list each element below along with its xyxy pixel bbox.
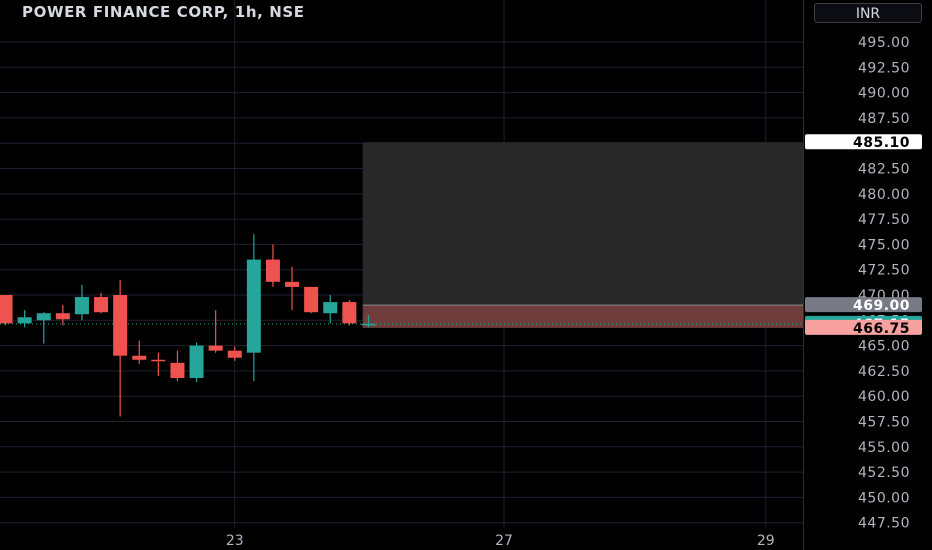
- candle-body: [227, 350, 242, 358]
- candle-body: [36, 313, 51, 321]
- price-axis-label: 450.00: [858, 490, 910, 506]
- price-badge: [805, 297, 922, 313]
- currency-selector[interactable]: INR: [814, 3, 922, 23]
- candle-body: [17, 317, 32, 324]
- candle-body: [361, 323, 376, 326]
- price-axis-label: 460.00: [858, 389, 910, 405]
- price-badge-label: 466.75: [853, 321, 910, 337]
- price-axis-label: 480.00: [858, 187, 910, 203]
- time-axis-label: 27: [495, 533, 513, 549]
- candle-body: [342, 302, 357, 324]
- chart-title: POWER FINANCE CORP, 1h, NSE: [22, 3, 305, 21]
- price-axis-label: 495.00: [858, 35, 910, 51]
- price-badge: [805, 134, 922, 150]
- candle-body: [304, 286, 319, 313]
- candle-body: [132, 355, 147, 360]
- candle-body: [246, 259, 261, 353]
- candle-body: [113, 295, 128, 356]
- candle-body: [151, 359, 166, 362]
- price-axis-label: 475.00: [858, 237, 910, 253]
- price-axis-label: 447.50: [858, 516, 910, 532]
- price-badge-label: 469.00: [853, 298, 910, 314]
- price-axis-label: 455.00: [858, 440, 910, 456]
- price-axis-label: 452.50: [858, 465, 910, 481]
- price-axis-label: 465.00: [858, 339, 910, 355]
- position-loss-zone: [362, 305, 803, 328]
- candle-body: [94, 297, 109, 313]
- price-axis-label: 492.50: [858, 60, 910, 76]
- price-axis-label: 477.50: [858, 212, 910, 228]
- price-badge-label: 485.10: [853, 135, 910, 151]
- price-axis-label: 472.50: [858, 263, 910, 279]
- price-axis-label: 457.50: [858, 415, 910, 431]
- time-axis-label: 29: [757, 533, 775, 549]
- position-profit-zone: [362, 142, 803, 306]
- price-axis-label: 482.50: [858, 162, 910, 178]
- candle-body: [55, 313, 70, 320]
- price-badge: [805, 319, 922, 335]
- candle-body: [0, 295, 13, 324]
- price-axis-label: 490.00: [858, 86, 910, 102]
- candle-body: [74, 297, 89, 315]
- time-axis-label: 23: [226, 533, 244, 549]
- candle-body: [285, 281, 300, 287]
- price-axis-label: 487.50: [858, 111, 910, 127]
- candle-body: [208, 345, 223, 351]
- price-axis-label: 462.50: [858, 364, 910, 380]
- candle-body: [189, 345, 204, 378]
- candle-body: [170, 362, 185, 378]
- candle-body: [265, 259, 280, 282]
- candle-body: [323, 302, 338, 314]
